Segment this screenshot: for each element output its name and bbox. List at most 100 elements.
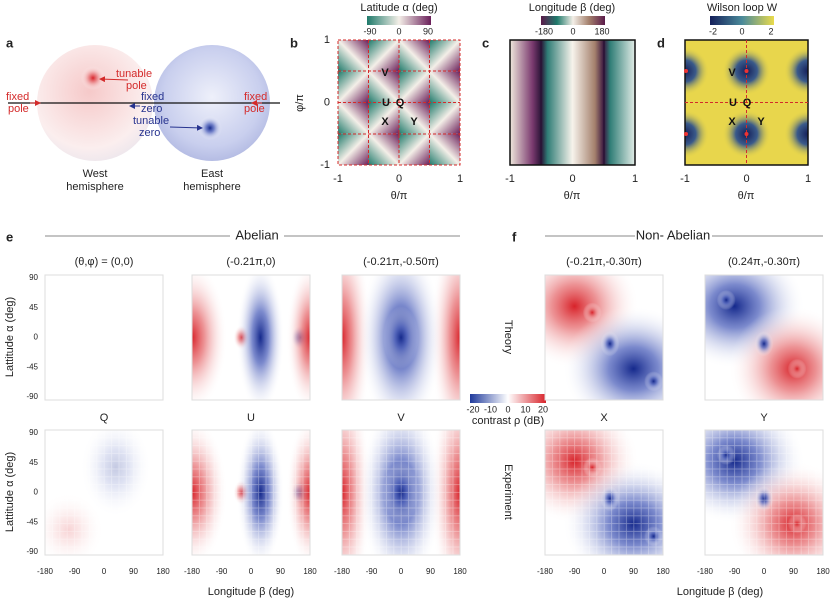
x-tick-label: 0 bbox=[743, 173, 749, 185]
panel-label: c bbox=[482, 35, 489, 50]
heatmap bbox=[45, 275, 163, 400]
x-tick-label: 180 bbox=[156, 567, 170, 576]
colorbar-tick: -2 bbox=[709, 26, 717, 36]
frame bbox=[44, 429, 164, 556]
colorbar-tick: 0 bbox=[396, 26, 401, 36]
colorbar bbox=[710, 16, 774, 25]
y-axis-label: φ/π bbox=[294, 94, 306, 112]
y-tick-label: -1 bbox=[320, 159, 330, 171]
blob bbox=[754, 331, 774, 357]
x-tick-label: 0 bbox=[762, 567, 767, 576]
colorbar-tick: 90 bbox=[423, 26, 433, 36]
map-label: Y bbox=[760, 412, 768, 424]
panel-label: d bbox=[657, 35, 665, 50]
panel-label: b bbox=[290, 35, 298, 50]
map-cell bbox=[429, 40, 460, 72]
map-title: (-0.21π,0) bbox=[226, 256, 275, 268]
map-cell bbox=[368, 40, 399, 72]
zero-dot bbox=[198, 116, 222, 140]
point-label: X bbox=[728, 116, 736, 128]
map-label: X bbox=[600, 412, 608, 424]
point-label: Q bbox=[743, 97, 752, 109]
x-tick-label: 1 bbox=[632, 173, 638, 185]
map-title: (-0.21π,-0.30π) bbox=[566, 256, 642, 268]
y-tick-label: 90 bbox=[29, 273, 38, 282]
y-tick-label: 0 bbox=[324, 96, 330, 108]
map bbox=[338, 40, 460, 165]
point-label: U bbox=[729, 97, 737, 109]
y-tick-label: -45 bbox=[26, 362, 38, 371]
x-tick-label: -180 bbox=[184, 567, 201, 576]
colorbar-tick: 2 bbox=[768, 26, 773, 36]
blob bbox=[236, 275, 285, 400]
point-label: V bbox=[728, 67, 736, 79]
y-tick-label: 0 bbox=[34, 488, 39, 497]
x-axis-label: Longitude β (deg) bbox=[208, 586, 294, 598]
x-tick-label: 90 bbox=[276, 567, 285, 576]
pixel-grid bbox=[45, 430, 163, 555]
map-cell bbox=[429, 71, 460, 103]
x-tick-label: 0 bbox=[569, 173, 575, 185]
colorbar-tick: 0 bbox=[739, 26, 744, 36]
annotation: zero bbox=[139, 127, 160, 139]
annotation: pole bbox=[8, 103, 29, 115]
map-cell bbox=[338, 102, 369, 134]
y-tick-label: -90 bbox=[26, 547, 38, 556]
heatmap bbox=[705, 275, 823, 400]
x-tick-label: -1 bbox=[680, 173, 690, 185]
heatmap bbox=[192, 430, 310, 555]
caption: hemisphere bbox=[183, 181, 240, 193]
annotation: tunable bbox=[133, 115, 169, 127]
map-cell bbox=[399, 133, 430, 165]
heatmap bbox=[342, 430, 460, 555]
annotation: pole bbox=[244, 103, 265, 115]
x-tick-label: 180 bbox=[453, 567, 467, 576]
map-cell bbox=[338, 40, 369, 72]
x-tick-label: 0 bbox=[249, 567, 254, 576]
pixel-grid bbox=[705, 430, 823, 555]
blob bbox=[192, 275, 228, 400]
frame bbox=[509, 39, 636, 166]
row-label: Experiment bbox=[502, 464, 514, 520]
x-tick-label: 0 bbox=[399, 567, 404, 576]
frame bbox=[544, 429, 664, 556]
point-label: U bbox=[382, 97, 390, 109]
point-label: V bbox=[381, 67, 389, 79]
map-bg bbox=[45, 275, 163, 400]
x-tick-label: -1 bbox=[505, 173, 515, 185]
y-tick-label: 45 bbox=[29, 303, 38, 312]
annotation: fixed bbox=[6, 91, 29, 103]
colorbar-tick: 10 bbox=[520, 404, 530, 414]
x-axis-label: θ/π bbox=[391, 190, 408, 202]
arrow bbox=[169, 124, 203, 131]
x-tick-label: 0 bbox=[102, 567, 107, 576]
x-tick-label: 90 bbox=[129, 567, 138, 576]
x-tick-label: -180 bbox=[37, 567, 54, 576]
panel-label: a bbox=[6, 35, 14, 50]
map bbox=[510, 40, 635, 165]
point-label: Q bbox=[396, 97, 405, 109]
map-cell bbox=[429, 133, 460, 165]
annotation: zero bbox=[141, 103, 162, 115]
caption: East bbox=[201, 168, 223, 180]
point-label: Y bbox=[757, 116, 765, 128]
heatmap bbox=[545, 275, 663, 400]
pole-dot bbox=[81, 66, 105, 90]
map-title: (-0.21π,-0.50π) bbox=[363, 256, 439, 268]
heatmaps bbox=[44, 274, 824, 556]
x-axis-label: Longitude β (deg) bbox=[677, 586, 763, 598]
y-tick-label: 1 bbox=[324, 34, 330, 46]
colorbar bbox=[541, 16, 605, 25]
colorbar bbox=[470, 394, 546, 403]
panel-a: a tunable pole fixed pole fixed zero tun… bbox=[6, 35, 280, 193]
heatmap bbox=[192, 275, 310, 400]
blob bbox=[383, 306, 419, 369]
x-tick-label: 90 bbox=[789, 567, 798, 576]
frame bbox=[544, 274, 664, 401]
x-tick-label: 180 bbox=[303, 567, 317, 576]
blob bbox=[600, 331, 620, 357]
heatmap bbox=[45, 430, 163, 555]
frame bbox=[341, 429, 461, 556]
annotation: fixed bbox=[141, 91, 164, 103]
